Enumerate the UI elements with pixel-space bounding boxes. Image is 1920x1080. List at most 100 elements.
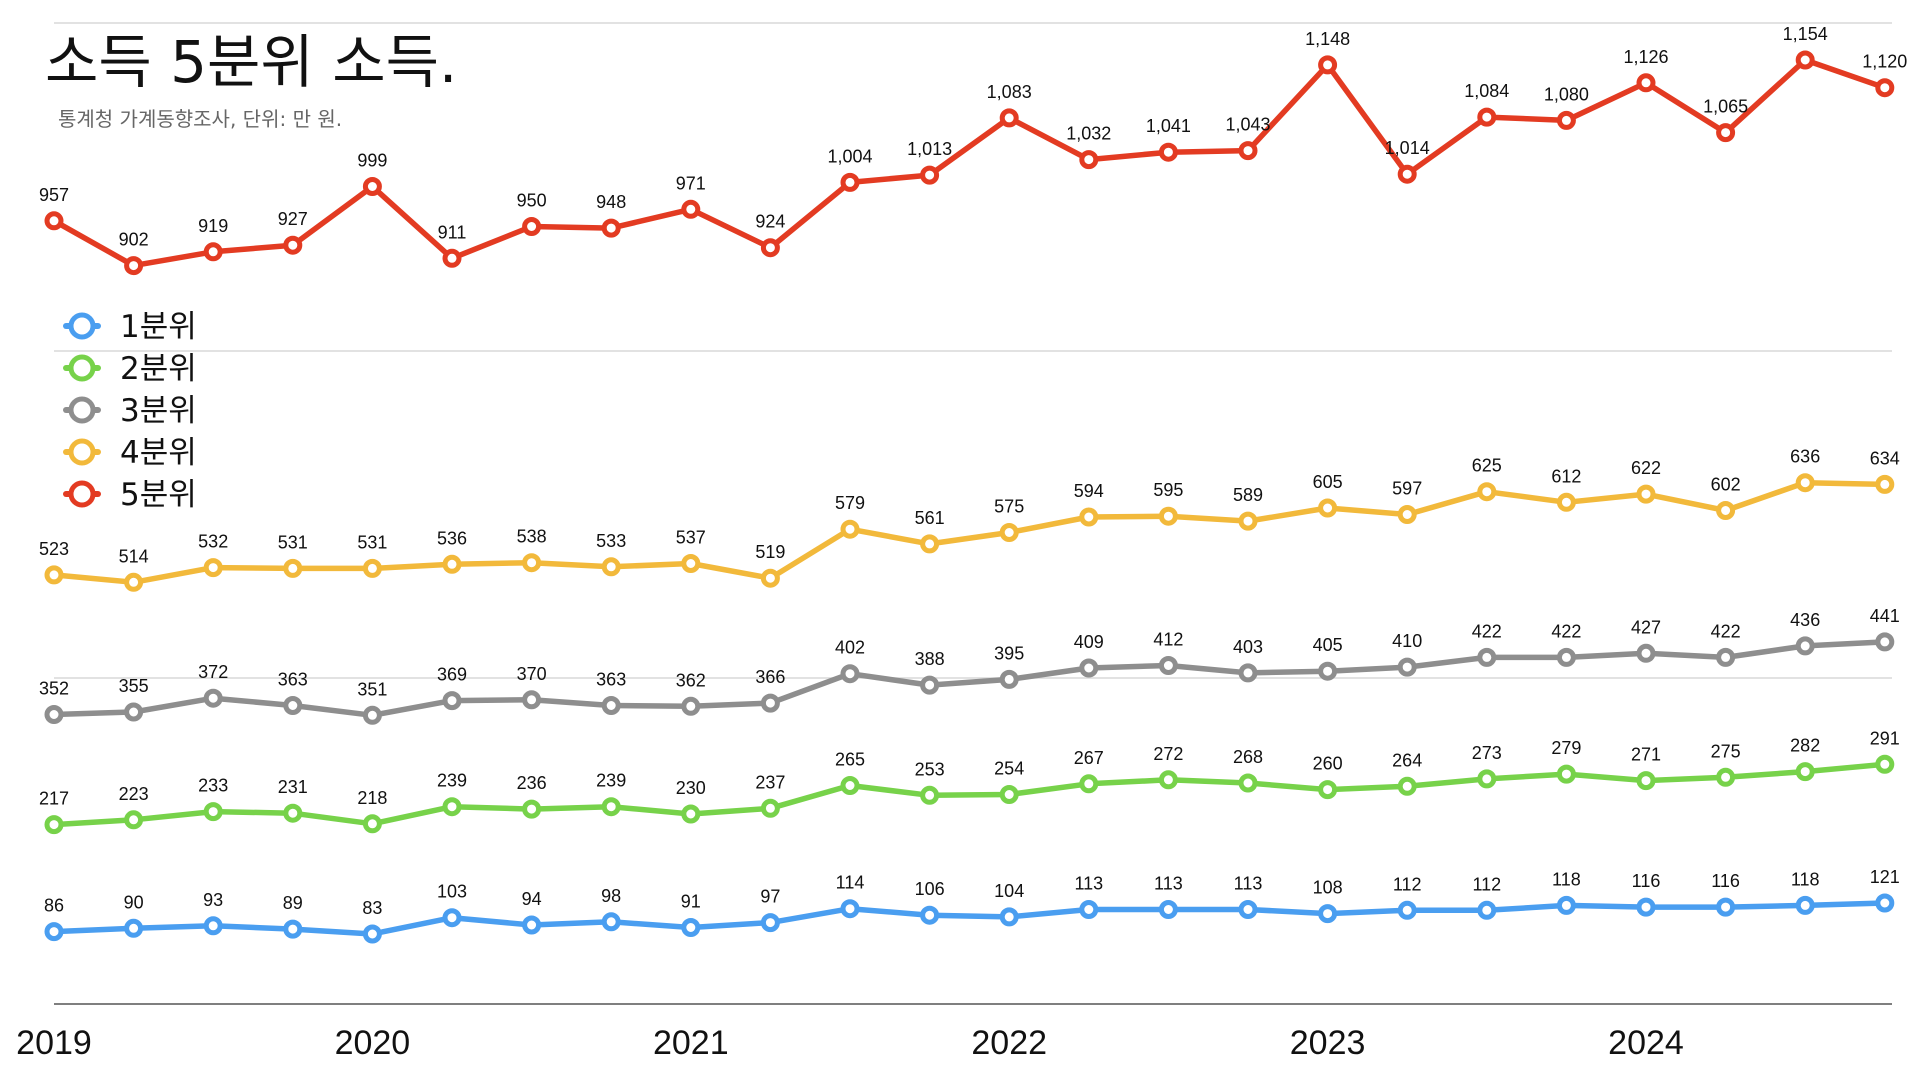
legend-marker — [68, 396, 96, 424]
data-label: 561 — [915, 508, 945, 528]
legend-item: 4분위 — [63, 435, 197, 471]
data-label: 1,041 — [1146, 116, 1191, 136]
data-point — [442, 554, 462, 574]
data-label: 579 — [835, 493, 865, 513]
series-layer: 86 90 93 89 83 103 94 98 91 97 114 106 104 113 113 113 1… — [39, 24, 1907, 944]
data-label: 369 — [437, 665, 467, 685]
data-point — [1875, 78, 1895, 98]
data-point — [1556, 492, 1576, 512]
x-tick-label: 2020 — [335, 1024, 411, 1062]
data-point — [1477, 107, 1497, 127]
data-label: 91 — [681, 892, 701, 912]
data-label: 121 — [1870, 867, 1900, 887]
data-label: 519 — [755, 542, 785, 562]
data-point — [522, 799, 542, 819]
data-point — [1556, 110, 1576, 130]
data-point — [840, 519, 860, 539]
legend-label: 1분위 — [120, 309, 197, 345]
data-label: 1,014 — [1385, 138, 1430, 158]
legend-item: 5분위 — [63, 477, 197, 513]
data-label: 93 — [203, 890, 223, 910]
data-label: 388 — [915, 649, 945, 669]
series-line — [51, 479, 1888, 586]
data-label: 272 — [1153, 744, 1183, 764]
data-point — [601, 912, 621, 932]
data-point — [840, 899, 860, 919]
data-label: 260 — [1313, 754, 1343, 774]
legend-label: 2분위 — [120, 351, 197, 387]
data-point — [1238, 511, 1258, 531]
data-label: 267 — [1074, 748, 1104, 768]
data-label: 950 — [517, 191, 547, 211]
data-point — [283, 235, 303, 255]
data-point — [283, 558, 303, 578]
data-label: 233 — [198, 776, 228, 796]
data-point — [1397, 900, 1417, 920]
data-label: 363 — [278, 670, 308, 690]
data-label: 924 — [755, 212, 785, 232]
data-point — [681, 554, 701, 573]
x-tick-label: 2019 — [16, 1024, 92, 1062]
data-label: 89 — [283, 893, 303, 913]
data-label: 370 — [517, 664, 547, 684]
data-point — [1795, 636, 1815, 656]
data-label: 612 — [1551, 466, 1581, 486]
data-point — [1716, 897, 1736, 917]
data-point — [760, 913, 780, 933]
legend-marker — [68, 354, 96, 382]
data-label: 919 — [198, 216, 228, 236]
data-point — [1318, 904, 1338, 924]
data-label: 218 — [357, 788, 387, 808]
data-label: 602 — [1711, 475, 1741, 495]
series-3: 352 355 372 363 351 369 370 363 362 366 402 388 395 4… — [39, 606, 1900, 725]
data-label: 422 — [1551, 621, 1581, 641]
data-label: 254 — [994, 759, 1024, 779]
data-label: 575 — [994, 497, 1024, 517]
data-point — [920, 534, 940, 554]
grid-lines — [54, 22, 1892, 1005]
data-label: 351 — [357, 679, 387, 699]
data-label: 625 — [1472, 456, 1502, 476]
data-point — [1397, 776, 1417, 796]
data-label: 363 — [596, 670, 626, 690]
data-label: 113 — [1074, 874, 1103, 894]
data-label: 948 — [596, 192, 626, 212]
data-point — [999, 523, 1019, 542]
data-point — [1875, 893, 1895, 913]
data-label: 90 — [124, 892, 144, 912]
data-point — [1716, 647, 1736, 667]
x-tick-label: 2023 — [1290, 1024, 1366, 1062]
x-tick-label: 2021 — [653, 1024, 729, 1062]
data-label: 412 — [1153, 630, 1183, 650]
data-point — [442, 908, 462, 928]
data-label: 403 — [1233, 637, 1263, 657]
data-point — [1636, 771, 1656, 791]
data-label: 1,032 — [1066, 124, 1111, 144]
data-point — [362, 924, 382, 944]
data-point — [1318, 661, 1338, 681]
data-label: 108 — [1313, 878, 1343, 898]
data-point — [362, 705, 382, 725]
data-label: 405 — [1313, 635, 1343, 655]
series-2: 217 223 233 231 218 239 236 239 230 237 265 253 254 2… — [39, 728, 1900, 835]
data-label: 116 — [1711, 871, 1740, 891]
data-point — [1716, 501, 1736, 520]
data-label: 253 — [915, 759, 945, 779]
data-label: 597 — [1392, 479, 1422, 499]
data-label: 514 — [119, 546, 149, 566]
data-point — [1238, 900, 1258, 919]
data-point — [760, 568, 780, 588]
data-point — [999, 669, 1019, 689]
data-point — [124, 702, 144, 722]
data-label: 1,004 — [827, 146, 872, 166]
data-point — [999, 785, 1019, 804]
data-point — [1795, 895, 1815, 915]
series-line — [51, 900, 1888, 937]
data-label: 94 — [522, 889, 542, 909]
data-label: 523 — [39, 539, 69, 559]
data-label: 957 — [39, 185, 69, 205]
data-label: 927 — [278, 209, 308, 229]
data-point — [522, 690, 542, 710]
data-point — [44, 922, 64, 942]
